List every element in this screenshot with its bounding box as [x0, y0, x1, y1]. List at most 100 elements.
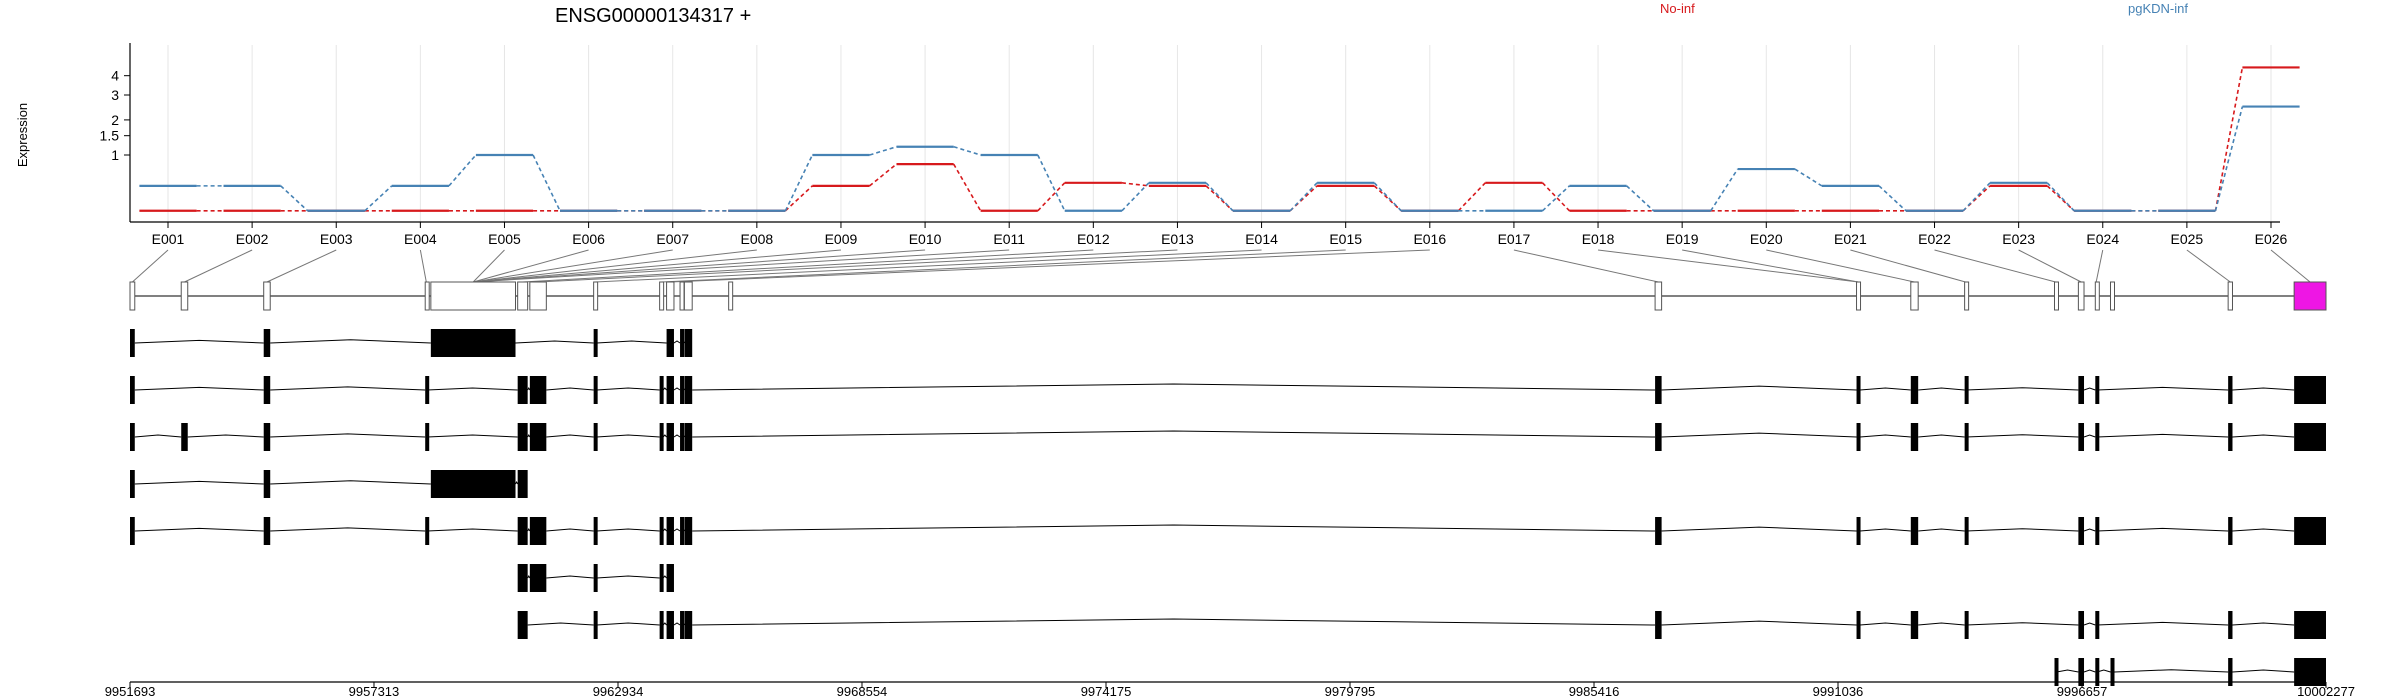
exon-bin	[430, 281, 517, 311]
intron	[662, 434, 667, 438]
intron	[596, 434, 660, 438]
x-tick-label: E024	[2086, 231, 2119, 247]
intron	[1918, 528, 1965, 532]
grid-lines	[167, 45, 2272, 222]
intron	[2097, 433, 2229, 438]
exon-connector	[473, 249, 589, 283]
intron	[527, 622, 594, 626]
series-1-connector	[869, 163, 897, 187]
x-tick-label: E002	[236, 231, 269, 247]
series-1-connector	[1121, 182, 1149, 187]
intron	[427, 434, 518, 438]
series-2-connector	[1121, 182, 1150, 212]
exon-bin	[683, 281, 693, 311]
transcript-exon	[2078, 658, 2085, 686]
series-1-connector	[1962, 185, 1991, 212]
genome-tick-label: 9968554	[837, 684, 888, 699]
intron	[1859, 387, 1911, 391]
intron	[546, 528, 594, 532]
transcript-exon	[666, 517, 674, 545]
exon-bin	[129, 281, 136, 311]
exon-connector	[473, 249, 757, 283]
transcript-exon	[1910, 376, 1919, 404]
genome-tick-label: 9962934	[593, 684, 644, 699]
exon-bin	[1856, 281, 1862, 311]
x-tick-label: E007	[656, 231, 689, 247]
intron	[692, 383, 1656, 391]
genomic-coordinate-axis: 9951693 9957313 9962934 9968554 9974175 99797…	[105, 681, 2355, 699]
transcript-exon	[517, 376, 528, 404]
transcript-exon	[2095, 376, 2100, 404]
x-tick-label: E001	[152, 231, 185, 247]
transcript-7	[517, 611, 2326, 639]
transcript-exon	[684, 376, 693, 404]
transcript-2	[130, 376, 2326, 404]
transcript-exon	[684, 611, 693, 639]
transcript-exon	[1856, 423, 1861, 451]
intron	[692, 524, 1656, 532]
x-tick-label: E021	[1834, 231, 1867, 247]
intron	[2232, 434, 2295, 438]
transcript-exon	[680, 517, 685, 545]
gene-model	[129, 281, 2327, 311]
series-1-connector	[1373, 185, 1402, 212]
exon-connector	[472, 249, 505, 283]
intron	[2083, 669, 2096, 673]
transcript-exon	[130, 517, 135, 545]
intron	[692, 430, 1656, 438]
transcript-exon	[1655, 517, 1662, 545]
transcript-exon	[666, 564, 674, 592]
x-tick-label: E011	[993, 231, 1025, 247]
transcript-exon	[2228, 517, 2233, 545]
intron	[673, 340, 681, 344]
transcript-exon	[2095, 517, 2100, 545]
intron	[515, 340, 594, 344]
series-2-connector	[1794, 168, 1823, 187]
x-tick-label: E003	[320, 231, 353, 247]
x-tick-label: E023	[2002, 231, 2035, 247]
intron	[2232, 528, 2295, 532]
transcript-exon	[430, 329, 516, 357]
intron	[527, 386, 531, 391]
transcript-exon	[593, 376, 598, 404]
series-1-connector	[1541, 182, 1571, 212]
transcript-exon	[666, 611, 674, 639]
transcript-exon	[529, 564, 547, 592]
genome-tick-label: 9985416	[1569, 684, 1620, 699]
x-tick-label: E016	[1413, 231, 1446, 247]
transcript-5	[130, 517, 2326, 545]
series-2-connector	[953, 145, 981, 156]
exon-bin	[2077, 281, 2085, 311]
intron	[187, 434, 264, 438]
exon-connector	[419, 249, 427, 283]
intron	[527, 574, 531, 579]
transcript-exon	[666, 423, 674, 451]
x-tick-label: E006	[572, 231, 605, 247]
transcript-exon	[593, 329, 598, 357]
exon-connectors	[132, 249, 2311, 283]
transcript-exon	[1856, 517, 1861, 545]
intron	[2232, 622, 2295, 626]
transcript-exon	[1655, 423, 1662, 451]
transcript-exon	[130, 376, 135, 404]
intron	[1918, 434, 1965, 438]
exon-connector	[670, 249, 1430, 283]
exon-connector	[1682, 249, 1859, 283]
transcript-8	[2054, 658, 2326, 686]
transcript-models	[130, 329, 2326, 686]
transcript-exon	[2110, 658, 2115, 686]
transcript-exon	[529, 423, 547, 451]
exon-bin	[728, 281, 734, 311]
series-1-connector	[2214, 67, 2244, 211]
exon-connector	[2095, 249, 2104, 283]
genome-tick-label: 9951693	[105, 684, 156, 699]
intron	[134, 339, 264, 344]
transcript-exon	[517, 423, 528, 451]
transcript-exon	[680, 376, 685, 404]
intron	[596, 387, 660, 391]
expression-plot: 4 3 21.5 1 E001 E002 E003 E004 E005 E006 E007 E008…	[100, 43, 2300, 247]
exon-connector	[1597, 249, 1859, 283]
intron	[2083, 622, 2096, 626]
intron	[596, 575, 660, 579]
intron	[2097, 527, 2229, 532]
